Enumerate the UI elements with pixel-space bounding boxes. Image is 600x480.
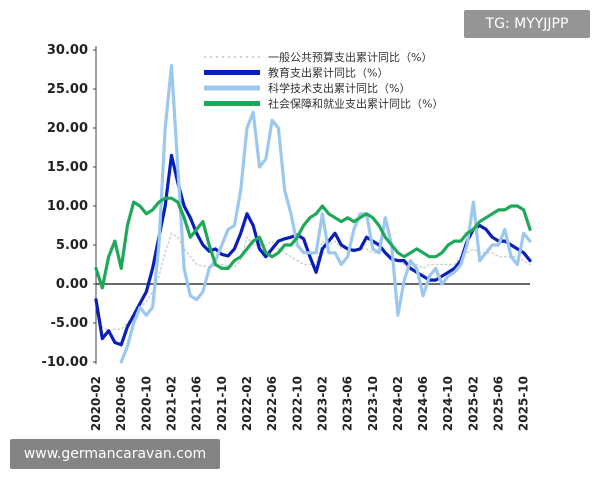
legend-label-2: 科学技术支出累计同比（%）: [268, 81, 410, 95]
x-tick-label: 2022-06: [265, 376, 279, 431]
x-tick-label: 2024-02: [391, 376, 405, 431]
y-tick-label: 15.00: [47, 160, 88, 175]
y-tick-label: -5.00: [51, 316, 88, 331]
x-axis: 2020-02 2020-06 2020-10 2021-02 2021-06 2021-…: [89, 283, 531, 431]
x-tick-label: 2022-10: [290, 376, 304, 431]
y-tick-label: -10.00: [41, 355, 88, 370]
y-tick-label: 5.00: [56, 238, 88, 253]
series-line-3: [94, 196, 532, 290]
legend-label-1: 教育支出累计同比（%）: [268, 66, 388, 80]
y-axis: 30.00 25.00 20.00 15.00 10.00 5.00 0.00 -5.00 -1…: [41, 43, 97, 370]
watermark-bottom: www.germancaravan.com: [10, 439, 220, 469]
legend: 一般公共预算支出累计同比（%） 教育支出累计同比（%）科学技术支出累计同比（%） 社…: [204, 50, 443, 111]
x-tick-label: 2022-02: [240, 376, 254, 431]
series-lines: [94, 63, 532, 364]
series-line-1: [94, 153, 532, 347]
watermark-top: TG: MYYJJPP: [464, 10, 590, 38]
y-tick-label: 30.00: [47, 43, 88, 58]
legend-label-3: 社会保障和就业支出累计同比（%）: [268, 97, 443, 111]
x-tick-label: 2024-06: [416, 376, 430, 431]
x-tick-label: 2021-02: [164, 376, 178, 431]
legend-label-0: 一般公共预算支出累计同比（%）: [268, 50, 432, 64]
y-tick-label: 25.00: [47, 82, 88, 97]
x-tick-label: 2023-02: [315, 376, 329, 431]
y-tick-label: 20.00: [47, 121, 88, 136]
x-tick-label: 2021-10: [215, 376, 229, 431]
x-tick-label: 2025-06: [492, 376, 506, 431]
y-tick-label: 0.00: [56, 277, 88, 292]
y-tick-label: 10.00: [47, 199, 88, 214]
series-line-2: [119, 63, 532, 364]
x-tick-label: 2025-02: [466, 376, 480, 431]
x-tick-label: 2021-06: [190, 376, 204, 431]
x-tick-label: 2024-10: [441, 376, 455, 431]
x-tick-label: 2020-02: [89, 376, 103, 431]
x-tick-label: 2020-06: [114, 376, 128, 431]
x-tick-label: 2023-10: [366, 376, 380, 431]
x-tick-label: 2025-10: [517, 376, 531, 431]
series-line-0: [95, 232, 531, 332]
x-tick-label: 2023-06: [341, 376, 355, 431]
x-tick-label: 2020-10: [139, 376, 153, 431]
